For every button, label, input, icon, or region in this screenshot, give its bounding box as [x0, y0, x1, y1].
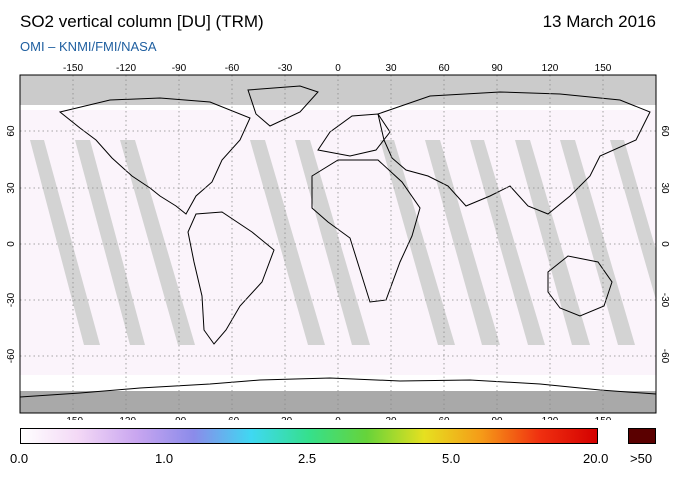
- colorbar-overflow-swatch: [628, 428, 656, 444]
- antarctica-coast: [19, 377, 657, 398]
- swath-gaps: [30, 140, 656, 345]
- lon-tick-bottom: 0: [335, 416, 341, 420]
- colorbar-gradient: [21, 429, 597, 443]
- colorbar-label: 5.0: [442, 451, 461, 466]
- lat-tick-right: 0: [659, 241, 670, 247]
- lon-tick-top: -120: [116, 63, 136, 74]
- europe: [317, 113, 391, 157]
- lon-tick-top: 60: [438, 63, 450, 74]
- lat-tick-right: -30: [659, 293, 670, 308]
- lon-tick-top: -90: [172, 63, 187, 74]
- swath-gap-2: [75, 140, 145, 345]
- colorbar-label: 2.5: [298, 451, 317, 466]
- swath-gap-7: [425, 140, 500, 345]
- colorbar: [20, 428, 598, 444]
- colorbar-label: >50: [630, 451, 653, 466]
- swath-gap-3: [120, 140, 195, 345]
- continents: [19, 85, 657, 398]
- lat-tick-right: -60: [659, 349, 670, 364]
- lon-tick-top: 0: [335, 63, 341, 74]
- lon-tick-bottom: -60: [225, 416, 240, 420]
- asia: [377, 91, 651, 215]
- lon-tick-bottom: 120: [542, 416, 559, 420]
- lon-ticks-top: -150 -120 -90 -60 -30 0 30 60 90 120 150: [63, 63, 612, 74]
- swath-gap-5: [295, 140, 370, 345]
- lat-tick-left: 0: [6, 241, 17, 247]
- africa: [311, 159, 421, 303]
- lon-tick-top: -30: [278, 63, 293, 74]
- colorbar-label: 20.0: [583, 451, 609, 466]
- colorbar-label: 0.0: [10, 451, 29, 466]
- world-map: -150 -120 -90 -60 -30 0 30 60 90 120 150…: [6, 63, 670, 420]
- lon-tick-bottom: 150: [595, 416, 612, 420]
- lat-tick-left: -30: [6, 292, 17, 307]
- swath-gap-8: [470, 140, 545, 345]
- lat-tick-right: 60: [659, 125, 670, 137]
- greenland: [247, 85, 319, 127]
- swath-gap-4: [250, 140, 325, 345]
- lat-tick-left: 30: [6, 182, 17, 194]
- swath-gap-6: [380, 140, 455, 345]
- australia: [547, 255, 613, 317]
- lon-tick-top: -60: [225, 63, 240, 74]
- lat-ticks-right: 60 30 0 -30 -60: [659, 125, 670, 363]
- lat-tick-left: -60: [6, 348, 17, 363]
- lon-tick-top: 150: [595, 63, 612, 74]
- lon-tick-bottom: 30: [385, 416, 397, 420]
- map-date: 13 March 2016: [542, 12, 656, 31]
- data-credit: OMI – KNMI/FMI/NASA: [20, 39, 157, 54]
- lon-ticks-bottom: -150 -120 -90 -60 -30 0 30 60 90 120 150: [63, 416, 612, 420]
- swath-gap-11: [610, 140, 656, 300]
- map-frame: [19, 74, 657, 414]
- lat-tick-right: 30: [659, 182, 670, 194]
- lon-tick-bottom: -90: [172, 416, 187, 420]
- swath-gap-10: [560, 140, 635, 345]
- lon-tick-top: 30: [385, 63, 397, 74]
- south-polar-band: [20, 391, 656, 413]
- lat-ticks-left: 60 30 0 -30 -60: [6, 125, 17, 363]
- colorbar-label: 1.0: [155, 451, 174, 466]
- north-america: [58, 97, 251, 215]
- lon-tick-bottom: -150: [63, 416, 83, 420]
- lon-tick-bottom: -120: [116, 416, 136, 420]
- lon-tick-bottom: 90: [491, 416, 503, 420]
- swath-gap-1: [30, 140, 100, 345]
- lon-tick-bottom: -30: [278, 416, 293, 420]
- lon-tick-top: 120: [542, 63, 559, 74]
- map-title: SO2 vertical column [DU] (TRM): [20, 12, 264, 31]
- lon-tick-top: -150: [63, 63, 83, 74]
- lon-tick-top: 90: [491, 63, 503, 74]
- south-america: [187, 211, 275, 345]
- lat-tick-left: 60: [6, 125, 17, 137]
- lon-tick-bottom: 60: [438, 416, 450, 420]
- swath-gap-9: [515, 140, 590, 345]
